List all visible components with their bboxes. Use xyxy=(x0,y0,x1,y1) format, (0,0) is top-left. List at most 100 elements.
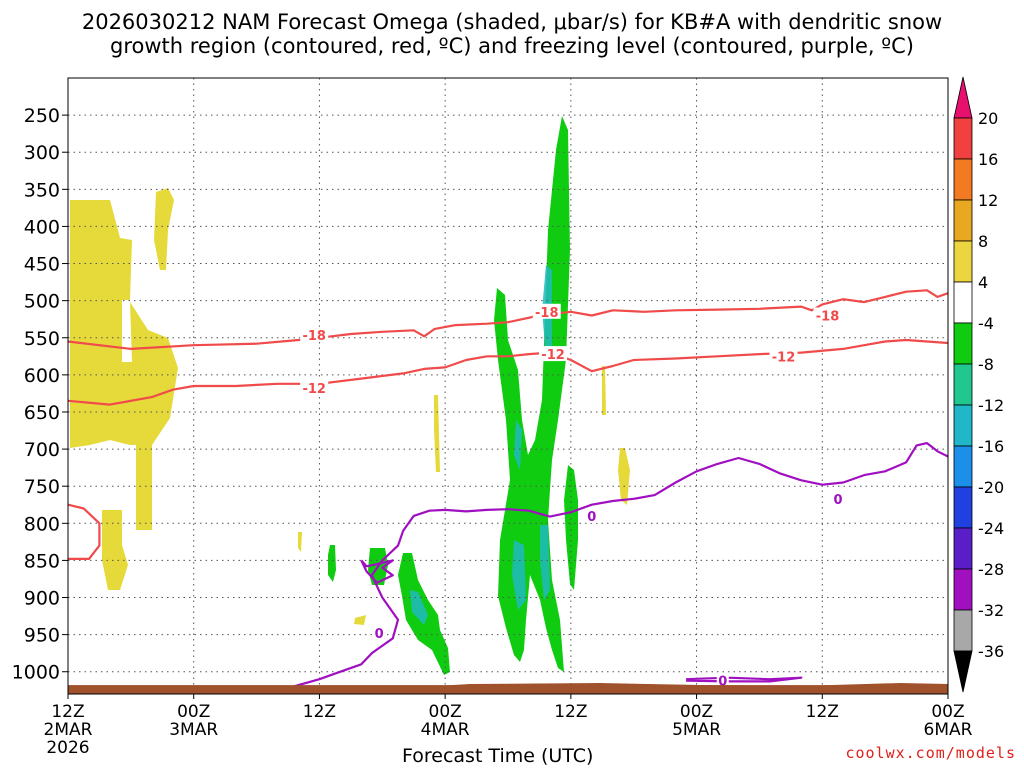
negative-omega-area-4 xyxy=(328,545,336,582)
terrain-ridge xyxy=(370,683,948,692)
y-tick-label-850: 850 xyxy=(24,550,60,572)
colorbar-label: -12 xyxy=(978,396,1004,415)
colorbar-label: 20 xyxy=(978,109,998,128)
x-tick-label-48-0: 12Z xyxy=(554,702,587,722)
contour-label-bg xyxy=(585,507,598,523)
contour-label-bg xyxy=(373,625,386,641)
positive-omega-area-4 xyxy=(434,395,440,472)
colorbar-label: -24 xyxy=(978,519,1004,538)
y-tick-label-750: 750 xyxy=(24,476,60,498)
strong-negative-omega-area-1 xyxy=(514,420,522,470)
colorbar-label: 12 xyxy=(978,191,998,210)
colorbar-band xyxy=(953,281,973,324)
y-tick-label-450: 450 xyxy=(24,254,60,276)
contour-label-bg xyxy=(769,348,798,364)
contour-line xyxy=(360,559,394,584)
strong-negative-omega-area-4 xyxy=(410,590,428,625)
chart-title-line-1: 2026030212 NAM Forecast Omega (shaded, μ… xyxy=(81,10,943,34)
x-tick-label-72-0: 12Z xyxy=(806,702,839,722)
colorbar-label: 16 xyxy=(978,150,998,169)
colorbar-label: -20 xyxy=(978,478,1004,497)
contour-line xyxy=(292,442,949,688)
colorbar-label: -16 xyxy=(978,437,1004,456)
colorbar-band xyxy=(953,527,973,570)
y-tick-label-800: 800 xyxy=(24,513,60,535)
colorbar-label: -36 xyxy=(978,642,1004,661)
contour-line xyxy=(67,503,101,560)
x-tick-label-84-0: 00Z xyxy=(931,702,964,722)
colorbar-band xyxy=(953,486,973,529)
contour-2 xyxy=(67,503,101,560)
contour-3: 00 xyxy=(292,442,949,688)
omega-shading-layer xyxy=(70,116,630,675)
colorbar-top-arrow xyxy=(953,76,973,119)
colorbar-label: 8 xyxy=(978,232,988,251)
negative-omega-area-1 xyxy=(564,465,578,590)
contour-line xyxy=(67,338,949,406)
x-tick-label-84-1: 6MAR xyxy=(924,720,973,740)
colorbar-band xyxy=(953,158,973,201)
contour-label: -18 xyxy=(302,329,326,344)
contour-label: 0 xyxy=(718,675,727,690)
y-tick-label-550: 550 xyxy=(24,328,60,350)
colorbar-band xyxy=(953,609,973,652)
y-tick-label-600: 600 xyxy=(24,365,60,387)
positive-omega-area-5 xyxy=(602,366,606,415)
positive-omega-area-6 xyxy=(618,448,630,505)
contour-0: -18 -18 -18 xyxy=(67,289,949,350)
colorbar-band xyxy=(953,363,973,406)
x-tick-label-24-0: 12Z xyxy=(303,702,336,722)
gridlines xyxy=(68,78,948,694)
y-tick-label-900: 900 xyxy=(24,588,60,610)
colorbar-label: -4 xyxy=(978,314,994,333)
chart-title-line-2: growth region (contoured, red, ºC) and f… xyxy=(110,34,914,58)
x-tick-label-60-0: 00Z xyxy=(680,702,713,722)
positive-omega-area-2 xyxy=(102,510,128,590)
x-tick-label-0-1: 2MAR xyxy=(44,720,93,740)
contour-label-bg xyxy=(813,307,842,323)
colorbar-label: -32 xyxy=(978,601,1004,620)
contour-5: 0 xyxy=(686,672,803,690)
colorbar-label: -28 xyxy=(978,560,1004,579)
contour-label: -18 xyxy=(535,306,559,321)
contour-label: -12 xyxy=(772,350,796,365)
y-tick-label-950: 950 xyxy=(24,625,60,647)
y-tick-label-400: 400 xyxy=(24,216,60,238)
contour-1: -12 -12 -12 xyxy=(67,338,949,406)
y-tick-label-300: 300 xyxy=(24,142,60,164)
positive-omega-area-1 xyxy=(136,440,152,530)
x-tick-label-0-2: 2026 xyxy=(46,738,89,758)
contour-label-bg xyxy=(832,490,844,506)
positive-omega-area-7 xyxy=(298,532,302,552)
colorbar-band xyxy=(953,117,973,160)
x-tick-label-36-0: 00Z xyxy=(429,702,462,722)
x-tick-label-12-1: 3MAR xyxy=(169,720,218,740)
colorbar-bottom-arrow xyxy=(953,650,973,693)
y-tick-label-250: 250 xyxy=(24,105,60,127)
colorbar-band xyxy=(953,199,973,242)
colorbar-band xyxy=(953,404,973,447)
contour-label-bg xyxy=(539,346,568,362)
colorbar-label: -8 xyxy=(978,355,994,374)
contour-label: 0 xyxy=(833,493,842,508)
colorbar-band xyxy=(953,322,973,365)
contour-line xyxy=(686,676,803,683)
x-axis-title: Forecast Time (UTC) xyxy=(402,745,594,767)
colorbar-band xyxy=(953,445,973,488)
contour-label: 0 xyxy=(587,510,596,525)
y-tick-label-350: 350 xyxy=(24,179,60,201)
axes xyxy=(67,77,949,695)
contour-label-bg xyxy=(716,672,729,688)
colorbar-band xyxy=(953,240,973,283)
source-credit: coolwx.com/models xyxy=(845,744,1016,762)
strong-negative-omega-area-2 xyxy=(512,540,526,610)
positive-omega-area-3 xyxy=(154,188,174,270)
y-tick-label-500: 500 xyxy=(24,291,60,313)
colorbar-band xyxy=(953,568,973,611)
contour-label-bg xyxy=(300,326,329,342)
y-tick-label-700: 700 xyxy=(24,439,60,461)
x-tick-label-36-1: 4MAR xyxy=(421,720,470,740)
